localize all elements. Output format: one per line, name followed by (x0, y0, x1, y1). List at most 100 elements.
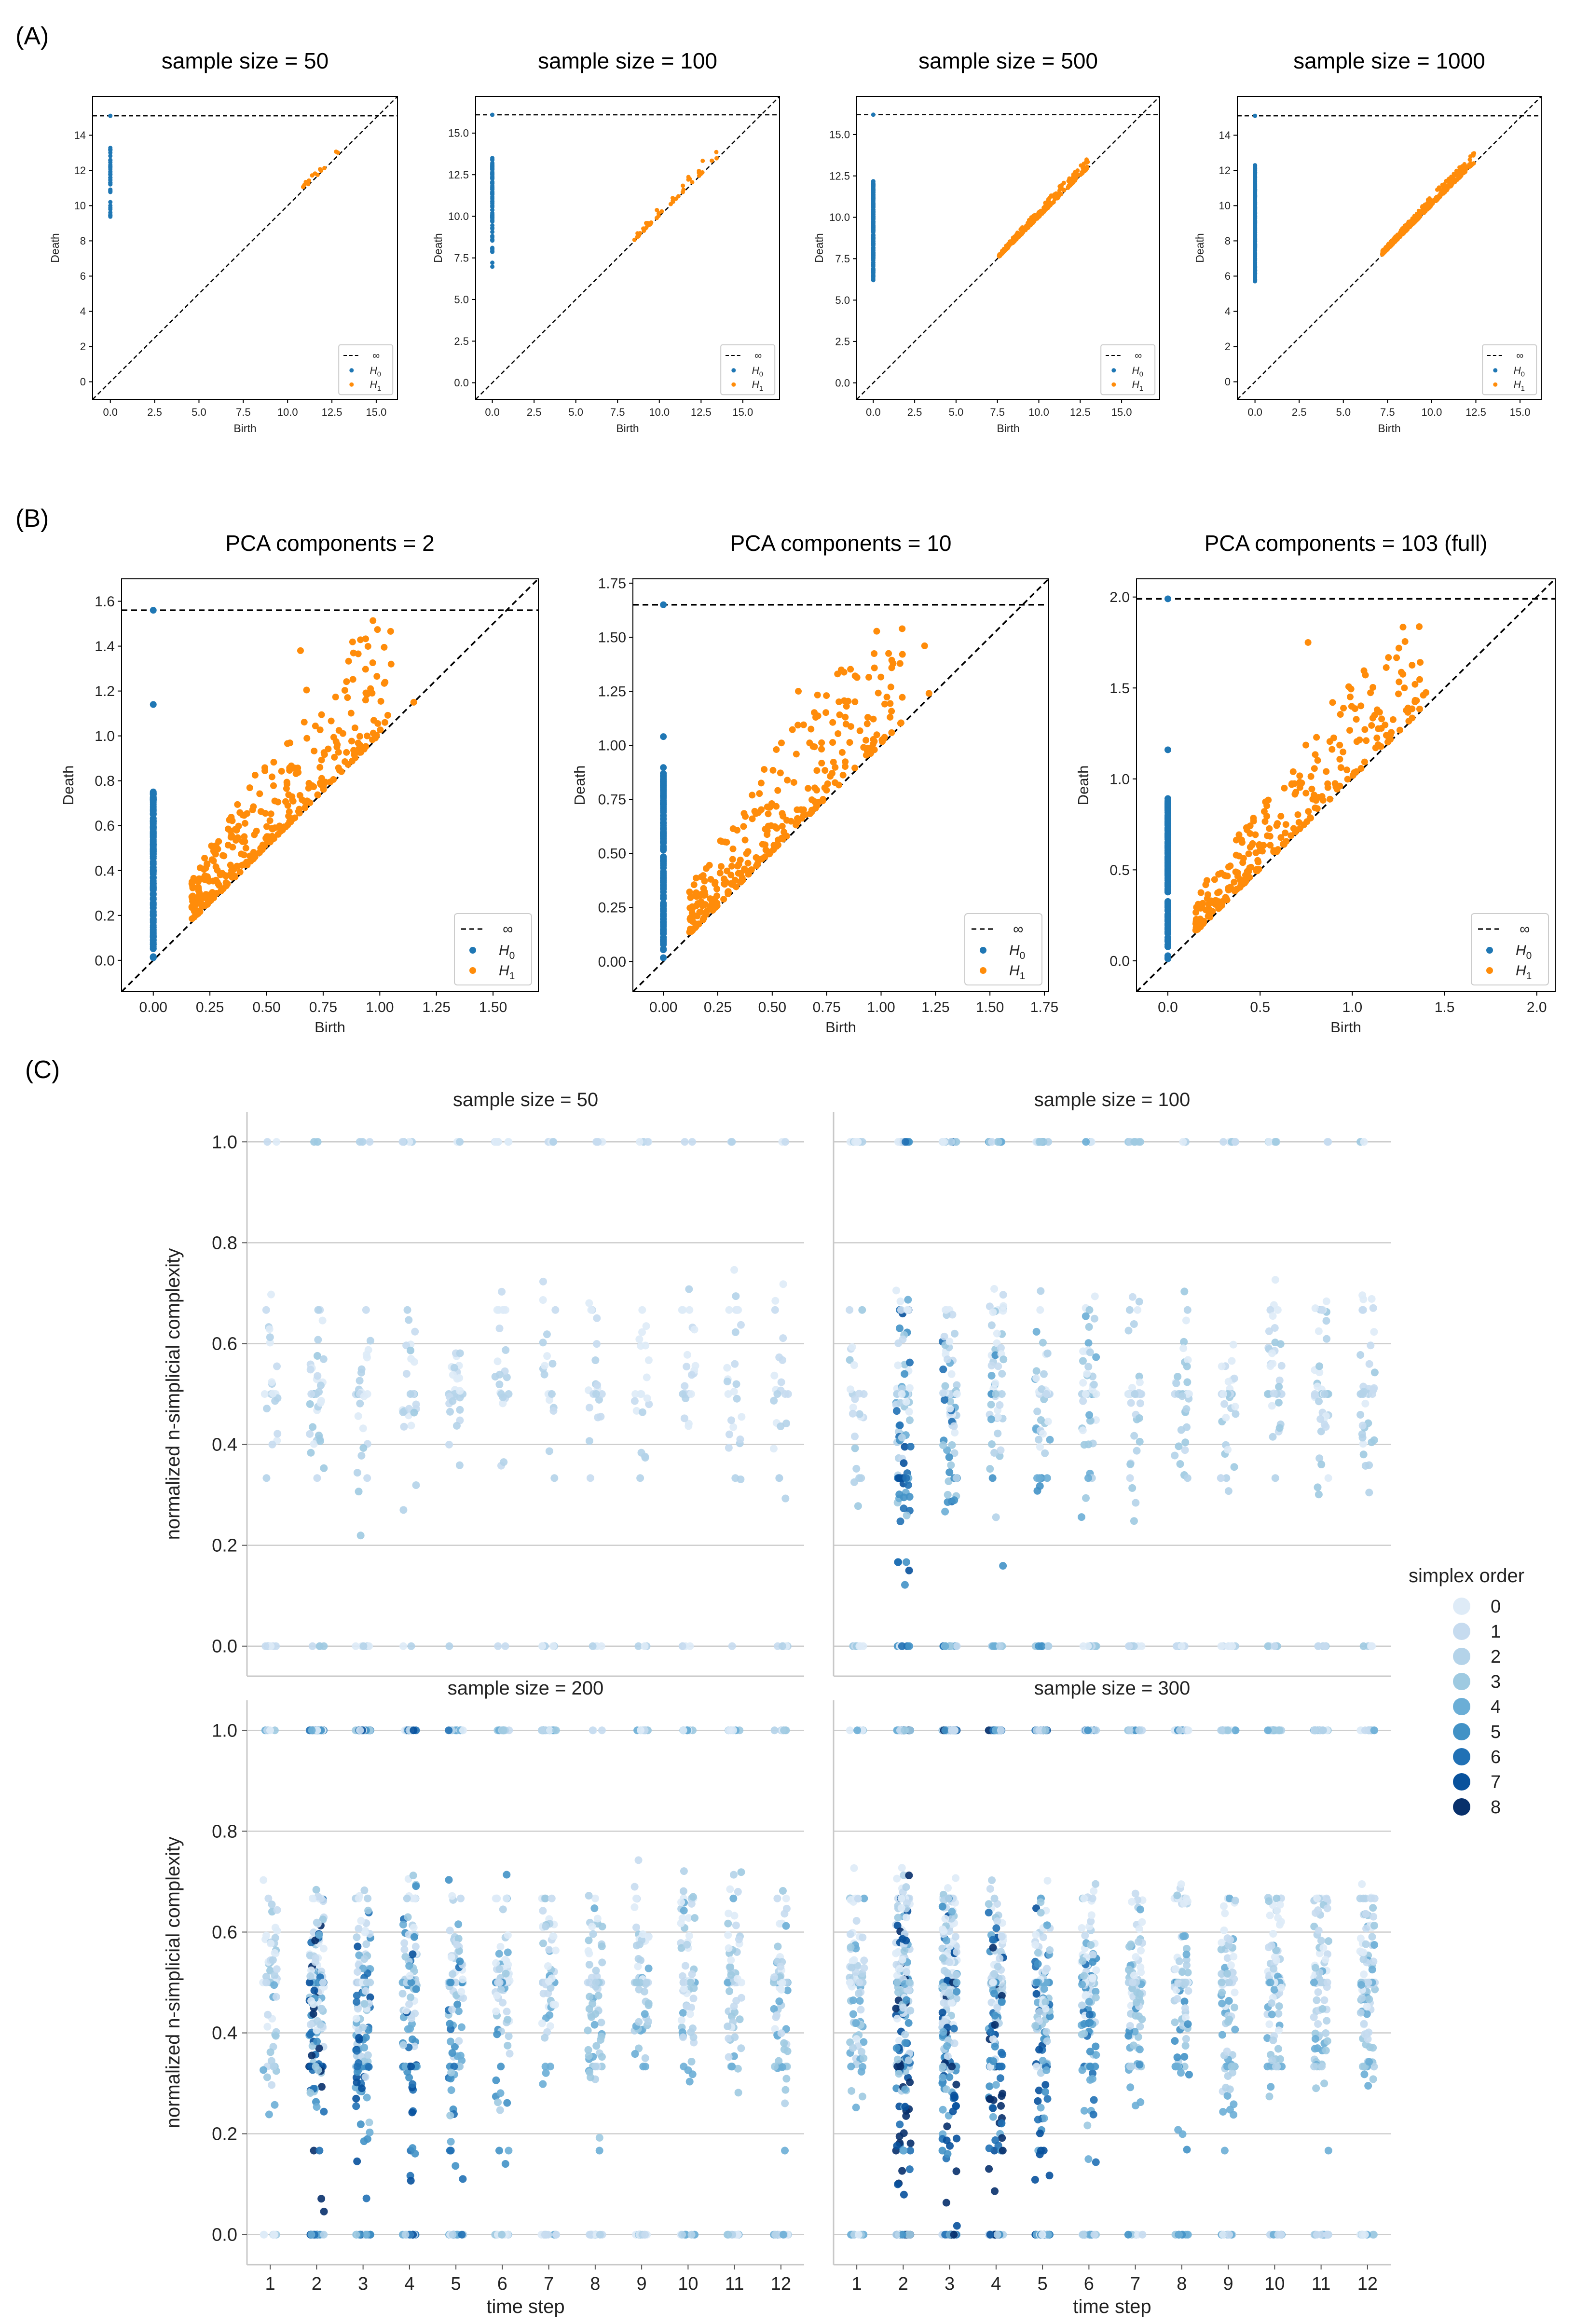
strip-point (411, 2010, 419, 2018)
x-tick-label: 0.0 (1247, 406, 1262, 418)
strip-point (495, 1370, 504, 1379)
h1-point (356, 733, 363, 740)
strip-point (308, 1726, 316, 1735)
h1-point (1357, 702, 1365, 710)
strip-point (315, 1931, 323, 1939)
strip-point (541, 1362, 549, 1370)
h1-point (234, 863, 241, 870)
y-tick-label: 6 (80, 270, 86, 282)
legend-h1-swatch (349, 382, 354, 387)
h0-point (871, 254, 876, 259)
strip-point (545, 1447, 553, 1455)
h1-point (1399, 624, 1407, 631)
h1-point (727, 871, 735, 878)
h1-point (259, 846, 266, 853)
h0-point (871, 238, 876, 243)
h1-point (241, 820, 248, 827)
h0-point (490, 218, 495, 222)
strip-point (1130, 1320, 1138, 1328)
strip-point (941, 1382, 949, 1390)
h1-point (387, 660, 395, 668)
strip-point (449, 2230, 457, 2239)
strip-point (495, 1950, 503, 1958)
strip-point (459, 1726, 467, 1735)
strip-point (356, 1531, 365, 1540)
strip-point (407, 1979, 415, 1986)
h0-point (150, 885, 157, 892)
strip-point (730, 1266, 739, 1274)
h1-point (697, 173, 701, 178)
strip-point (354, 1412, 362, 1420)
h1-point (1245, 850, 1252, 858)
h1-point (1467, 157, 1472, 162)
strip-point (352, 2015, 360, 2023)
plot-area (1237, 96, 1541, 399)
strip-point (1125, 1306, 1134, 1314)
h0-point (1164, 746, 1172, 753)
strip-point (1321, 1642, 1329, 1650)
h0-point (108, 187, 113, 192)
strip-point (636, 1390, 644, 1398)
strip-point (681, 1382, 689, 1390)
h1-point (1401, 638, 1409, 645)
strip-point (546, 2011, 554, 2019)
strip-point (1224, 1378, 1233, 1386)
x-tick-label: 0.00 (649, 999, 677, 1015)
chart-title: sample size = 500 (918, 48, 1098, 73)
h1-point (227, 861, 234, 869)
axes-frame (92, 96, 398, 400)
h0-point (150, 932, 157, 940)
legend-box (1100, 344, 1156, 396)
strip-point (645, 1400, 653, 1408)
h1-point (1460, 165, 1465, 170)
h1-point (853, 674, 861, 681)
x-tick-label: 0.25 (196, 999, 224, 1015)
strip-point (942, 1306, 950, 1314)
strip-point (352, 2230, 360, 2239)
strip-point (495, 2146, 503, 2155)
h0-point (150, 797, 157, 804)
strip-point (1039, 1430, 1047, 1438)
chart-title: PCA components = 2 (225, 531, 434, 556)
strip-point (498, 1287, 506, 1296)
strip-point (399, 1408, 407, 1416)
strip-point (992, 1513, 1000, 1521)
strip-point (446, 1408, 454, 1416)
strip-point (359, 1444, 368, 1452)
h0-point (150, 896, 157, 903)
strip-point (311, 1958, 319, 1966)
strip-point (725, 1306, 733, 1314)
h1-point (1356, 736, 1363, 743)
strip-point (903, 1306, 911, 1314)
strip-point (410, 1933, 418, 1941)
persistence-diagram-b1: PCA components = 20.00 0.25 0.50 0.75 1.00 1.… (60, 531, 539, 1036)
strip-point (505, 1138, 513, 1146)
h0-point (150, 851, 157, 858)
strip-point (1367, 1341, 1375, 1350)
h1-point (208, 856, 216, 863)
axes-frame (121, 578, 539, 992)
strip-point (449, 1397, 457, 1405)
strip-point (1035, 1474, 1043, 1482)
h0-point (1253, 216, 1258, 220)
h0-point (660, 601, 667, 608)
y-tick-label: 1.6 (95, 594, 115, 610)
strip-point (592, 1390, 600, 1398)
h1-point (1216, 888, 1223, 895)
x-tick-label: 7.5 (610, 406, 625, 418)
h1-point (749, 792, 756, 799)
h1-point (189, 915, 196, 922)
strip-point (366, 1138, 374, 1146)
strip-point (493, 2030, 501, 2038)
h0-point (660, 886, 667, 893)
strip-point (446, 2020, 454, 2028)
strip-point (352, 1642, 360, 1650)
panel-label-a: (A) (15, 22, 49, 50)
strip-point (312, 1886, 320, 1894)
strip-point (353, 2068, 361, 2076)
h1-point (1412, 216, 1417, 221)
h0-point (1253, 113, 1258, 118)
strip-point (1039, 1339, 1047, 1347)
h0-point (1253, 256, 1258, 261)
